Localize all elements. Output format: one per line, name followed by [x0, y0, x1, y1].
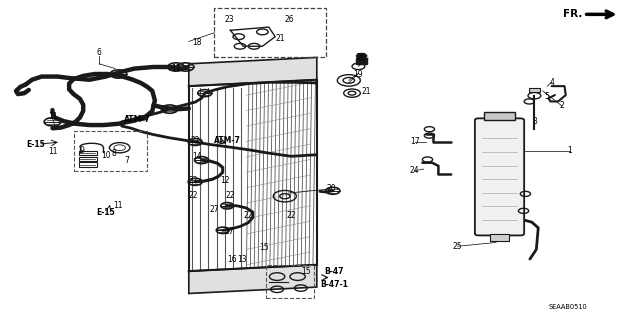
Polygon shape	[189, 57, 317, 86]
Bar	[79, 162, 97, 167]
Text: 27: 27	[209, 205, 220, 214]
Text: 11: 11	[172, 64, 180, 73]
Text: B-47: B-47	[324, 267, 344, 276]
Text: 5: 5	[545, 92, 550, 101]
Text: 8: 8	[111, 149, 116, 158]
Text: E-15: E-15	[96, 208, 115, 217]
Text: 22: 22	[226, 191, 235, 200]
Text: 27: 27	[224, 227, 234, 236]
Text: FR.: FR.	[563, 9, 582, 19]
Bar	[266, 265, 314, 298]
Text: 10: 10	[100, 151, 111, 160]
Text: 7: 7	[124, 156, 129, 165]
Circle shape	[356, 54, 367, 59]
Text: SEAAB0510: SEAAB0510	[549, 304, 588, 310]
Text: 4: 4	[549, 78, 554, 87]
Text: 1: 1	[567, 146, 572, 155]
Text: 14: 14	[192, 152, 202, 161]
Text: 20: 20	[326, 184, 337, 193]
Text: 11: 11	[114, 201, 123, 210]
Text: 3: 3	[532, 117, 537, 126]
Text: 22: 22	[191, 137, 200, 145]
Text: E-15: E-15	[26, 140, 45, 149]
Bar	[214, 8, 326, 57]
Bar	[529, 88, 540, 92]
Text: ATM-7: ATM-7	[124, 115, 151, 124]
Text: 22: 22	[189, 176, 198, 185]
Text: 26: 26	[284, 15, 294, 24]
Text: 26: 26	[356, 53, 367, 62]
Text: 21: 21	[276, 34, 285, 43]
Text: 24: 24	[410, 166, 420, 175]
Text: ATM-7: ATM-7	[214, 137, 241, 145]
Text: 9: 9	[79, 146, 84, 155]
Text: 16: 16	[227, 255, 237, 263]
Text: 15: 15	[301, 267, 311, 276]
Bar	[484, 112, 515, 120]
Text: 19: 19	[353, 70, 364, 78]
Text: 11: 11	[48, 112, 57, 121]
Text: 18: 18	[193, 38, 202, 47]
Text: 12: 12	[221, 176, 230, 185]
Polygon shape	[189, 265, 317, 293]
Bar	[74, 131, 147, 171]
Bar	[356, 58, 367, 64]
Text: 22: 22	[287, 211, 296, 220]
FancyBboxPatch shape	[475, 118, 524, 235]
Bar	[79, 157, 97, 161]
Bar	[490, 234, 509, 241]
Text: 22: 22	[189, 191, 198, 200]
Text: 15: 15	[259, 243, 269, 252]
Bar	[79, 151, 97, 155]
Text: B-47-1: B-47-1	[320, 280, 348, 289]
Text: 22: 22	[244, 211, 253, 220]
Text: 2: 2	[559, 101, 564, 110]
Text: 25: 25	[452, 242, 463, 251]
Text: 11: 11	[48, 147, 57, 156]
Text: 6: 6	[97, 48, 102, 57]
Text: 13: 13	[237, 255, 247, 263]
Text: 23: 23	[224, 15, 234, 24]
Text: 17: 17	[410, 137, 420, 146]
Text: 21: 21	[362, 87, 371, 96]
